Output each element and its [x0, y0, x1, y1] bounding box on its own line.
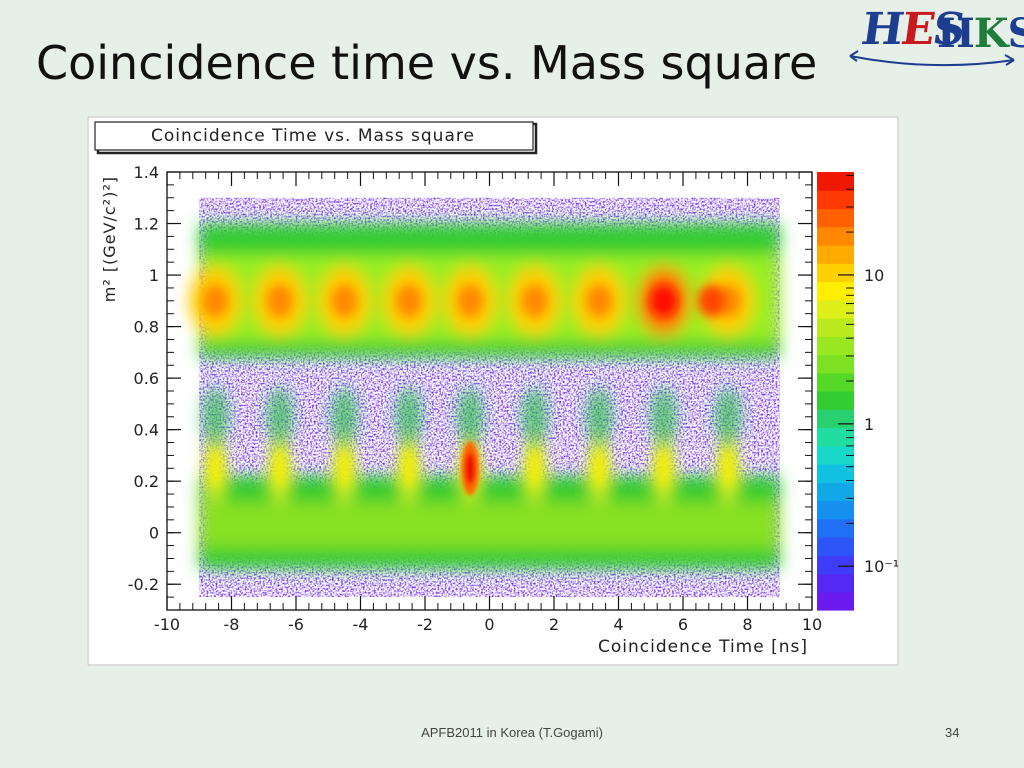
y-tick-label: 0.4	[134, 421, 159, 440]
color-scale-segment	[817, 336, 854, 356]
chart-title: Coincidence Time vs. Mass square	[151, 126, 475, 146]
x-tick-label: 6	[678, 615, 688, 634]
color-scale-segment	[817, 464, 854, 483]
proton-peak-2	[331, 284, 358, 317]
x-tick-label: 4	[613, 615, 623, 634]
color-scale-segment	[817, 299, 854, 319]
x-tick-label: -2	[417, 615, 433, 634]
slide-footer: APFB2011 in Korea (T.Gogami)	[421, 725, 603, 740]
color-scale-segment	[817, 555, 854, 575]
x-tick-label: -6	[288, 615, 304, 634]
y-tick-label: -0.2	[128, 575, 159, 594]
kaon-tail-2	[331, 386, 358, 447]
kaon-tail-7	[650, 386, 677, 447]
kaon-tail-1	[266, 386, 293, 447]
x-tick-label: 8	[742, 615, 752, 634]
heatmap-hot-layer	[202, 284, 742, 489]
kaon-peak-1	[274, 448, 285, 489]
y-tick-label: 1.2	[134, 215, 159, 234]
coincidence-peak	[465, 452, 476, 485]
y-tick-label: 0.2	[134, 472, 159, 491]
x-tick-label: 0	[484, 615, 494, 634]
heatmap-chart: Coincidence Time vs. Mass square -10 -8 -6…	[87, 116, 899, 666]
y-tick-label: 0.6	[134, 369, 159, 388]
color-scale-segment	[817, 318, 854, 337]
kaon-tail-5	[521, 386, 548, 447]
color-scale-segment	[817, 537, 854, 556]
color-scale-segment	[817, 372, 854, 392]
axes: -10 -8 -6 -4 -2 0 2 4 6 8 10 -0.2 0 0.2 0.4 0.6 0.8 1 1.2 1…	[128, 163, 822, 634]
color-scale-segment	[817, 263, 854, 283]
kaon-peak-7	[658, 448, 669, 489]
color-scale-segment	[817, 482, 854, 502]
page-number: 34	[945, 725, 960, 740]
slide-title: Coincidence time vs. Mass square	[36, 36, 818, 90]
proton-peak-4	[457, 284, 484, 317]
kaon-tail-3	[395, 386, 422, 447]
color-scale-segment	[817, 427, 854, 447]
y-tick-label: 1	[149, 266, 159, 285]
color-scale-segment	[817, 245, 854, 264]
kaon-tail-6	[586, 386, 613, 447]
color-scale-segment	[817, 409, 854, 429]
heatmap-plot-area	[189, 197, 780, 598]
y-axis-label: m² [(GeV/c²)²]	[100, 176, 119, 302]
kaon-peak-3	[403, 448, 414, 489]
color-scale-segment	[817, 354, 854, 374]
proton-peak-7	[649, 284, 678, 317]
y-tick-label: 1.4	[134, 163, 159, 182]
color-scale-bar: 10⁻¹ 1 10	[817, 172, 899, 611]
kaon-peak-2	[339, 448, 350, 489]
color-scale-segment	[817, 208, 854, 228]
color-scale-segment	[817, 172, 854, 191]
color-scale-segment	[817, 518, 854, 538]
x-tick-label: 10	[802, 615, 822, 634]
color-scale-segment	[817, 281, 854, 301]
proton-peak-3	[395, 284, 422, 317]
color-scale-segment	[817, 190, 854, 210]
color-scale-segment	[817, 591, 854, 611]
kaon-peak-5	[529, 448, 540, 489]
x-tick-label: -4	[353, 615, 369, 634]
kaon-peak-0	[210, 448, 221, 489]
proton-peak-extra	[698, 284, 727, 317]
z-tick-label: 10	[864, 266, 884, 285]
kaon-peak-8	[723, 448, 734, 489]
x-tick-label: 2	[549, 615, 559, 634]
proton-peak-0	[202, 284, 229, 317]
chart-figure: Coincidence Time vs. Mass square -10 -8 -6…	[87, 116, 899, 666]
x-axis-label: Coincidence Time [ns]	[598, 637, 808, 657]
kaon-tail-4	[457, 386, 484, 447]
z-tick-label: 1	[864, 415, 874, 434]
color-scale-segment	[817, 445, 854, 465]
color-scale-segment	[817, 500, 854, 520]
proton-peak-5	[521, 284, 548, 317]
kaon-peak-6	[594, 448, 605, 489]
y-tick-label: 0.8	[134, 318, 159, 337]
color-scale-segment	[817, 573, 854, 593]
x-tick-label: -10	[154, 615, 180, 634]
kaon-tail-0	[202, 386, 229, 447]
pion-band-core	[199, 501, 780, 549]
proton-peak-1	[266, 284, 293, 317]
x-tick-label: -8	[224, 615, 240, 634]
hes-hks-logo: HES HKS	[842, 2, 1024, 76]
logo-arrow-icon	[849, 50, 1015, 67]
z-tick-label: 10⁻¹	[864, 557, 899, 576]
kaon-tail-8	[715, 386, 742, 447]
coincidence-peak-layer	[461, 441, 480, 496]
title-box: Coincidence Time vs. Mass square	[94, 121, 538, 155]
logo-hks-text: HKS	[937, 10, 1024, 57]
color-scale-segment	[817, 391, 854, 410]
y-tick-label: 0	[149, 524, 159, 543]
heatmap-density-layer	[189, 223, 780, 569]
color-scale-segment	[817, 226, 854, 246]
proton-peak-6	[586, 284, 613, 317]
